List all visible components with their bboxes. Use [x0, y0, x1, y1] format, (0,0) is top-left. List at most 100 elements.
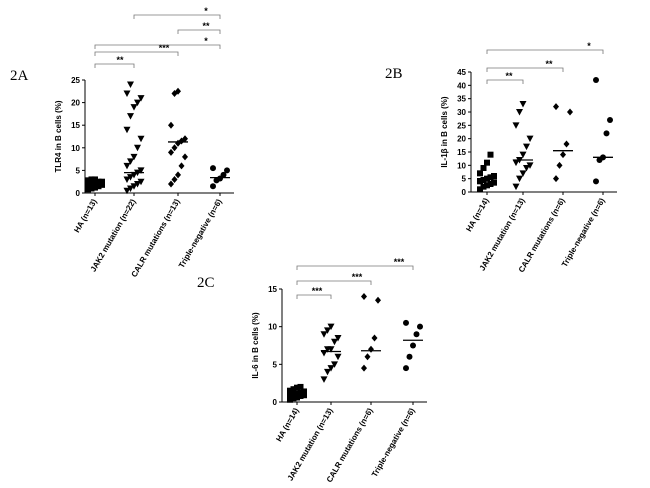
y-tick-label: 30 [457, 108, 466, 117]
point [294, 394, 300, 401]
y-tick-label: 5 [273, 360, 278, 369]
point [290, 395, 297, 402]
point [523, 143, 530, 151]
point [127, 158, 134, 165]
point [403, 319, 409, 326]
point [487, 174, 494, 181]
point [88, 176, 95, 183]
point [168, 148, 174, 156]
point [491, 173, 497, 179]
point [95, 178, 102, 185]
point [92, 184, 98, 191]
x-tick-label: Triple-negative (n=6) [370, 406, 417, 478]
point [519, 101, 527, 108]
point [487, 181, 494, 187]
point [368, 345, 374, 353]
y-tick-label: 0 [462, 188, 467, 197]
point [331, 338, 338, 346]
significance-label: *** [352, 272, 363, 282]
point [477, 170, 483, 177]
point [553, 175, 559, 183]
point [287, 396, 293, 403]
point [603, 130, 610, 137]
point [175, 171, 181, 179]
point [484, 182, 490, 189]
point [477, 178, 483, 185]
significance-bracket [486, 79, 524, 84]
significance-label: *** [159, 43, 170, 53]
point [324, 327, 331, 334]
y-tick-label: 5 [462, 175, 467, 184]
point [294, 384, 300, 391]
y-tick-label: 25 [71, 76, 80, 85]
point [512, 159, 520, 167]
x-tick-label: Triple-negative (n=6) [560, 196, 607, 268]
point [375, 296, 381, 304]
x-tick-label: HA (n=13) [72, 197, 99, 234]
x-tick-label: CALR mutations (n=6) [325, 406, 375, 484]
y-tick-label: 35 [457, 95, 466, 104]
point [137, 178, 145, 186]
x-tick-label: JAK2 mutation (n=22) [89, 197, 138, 273]
significance-label: *** [394, 257, 405, 267]
point [224, 167, 230, 174]
point [127, 113, 134, 120]
x-tick-label: CALR mutations (n=13) [130, 197, 182, 279]
point [334, 353, 342, 361]
point [331, 361, 338, 368]
point [99, 178, 105, 185]
point [324, 368, 331, 376]
y-tick-label: 15 [457, 148, 466, 157]
point [175, 87, 181, 95]
y-tick-label: 15 [71, 121, 80, 130]
point [137, 167, 145, 174]
significance-label: * [587, 41, 591, 51]
y-tick-label: 15 [268, 285, 277, 294]
point [210, 165, 216, 172]
point [182, 135, 188, 143]
y-axis-label: TLR4 in B cells (%) [54, 100, 63, 172]
x-tick-label: CALR mutations (n=6) [517, 196, 567, 274]
point [168, 121, 174, 129]
point [171, 175, 178, 183]
x-tick-label: Triple-negative (n=6) [177, 197, 224, 269]
point [361, 364, 367, 372]
point [127, 185, 134, 192]
point [123, 126, 131, 134]
significance-label: ** [202, 21, 210, 31]
point [130, 153, 138, 161]
point [123, 176, 131, 183]
point [593, 178, 599, 185]
point [327, 323, 335, 331]
y-tick-label: 25 [457, 121, 466, 130]
significance-bracket [177, 29, 221, 34]
point [512, 183, 520, 191]
point [361, 293, 367, 301]
point [287, 387, 293, 394]
point [563, 140, 570, 148]
point [88, 185, 95, 192]
point [560, 151, 566, 159]
point [85, 177, 91, 184]
significance-label: *** [312, 286, 323, 296]
point [220, 171, 227, 178]
point [556, 161, 563, 169]
point [130, 104, 138, 111]
x-tick-label: HA (n=14) [464, 196, 491, 233]
y-tick-label: 5 [76, 166, 81, 175]
significance-bracket [486, 67, 564, 72]
y-tick-label: 10 [457, 161, 466, 170]
point [171, 144, 178, 152]
point [327, 346, 335, 353]
point [182, 153, 188, 161]
panel-label: 2A [10, 68, 29, 84]
point [417, 323, 423, 330]
point [413, 331, 420, 338]
point [130, 183, 138, 190]
significance-bracket [296, 294, 332, 299]
significance-bracket [94, 51, 179, 56]
point [123, 90, 131, 98]
y-tick-label: 10 [268, 323, 277, 332]
point [294, 390, 300, 397]
